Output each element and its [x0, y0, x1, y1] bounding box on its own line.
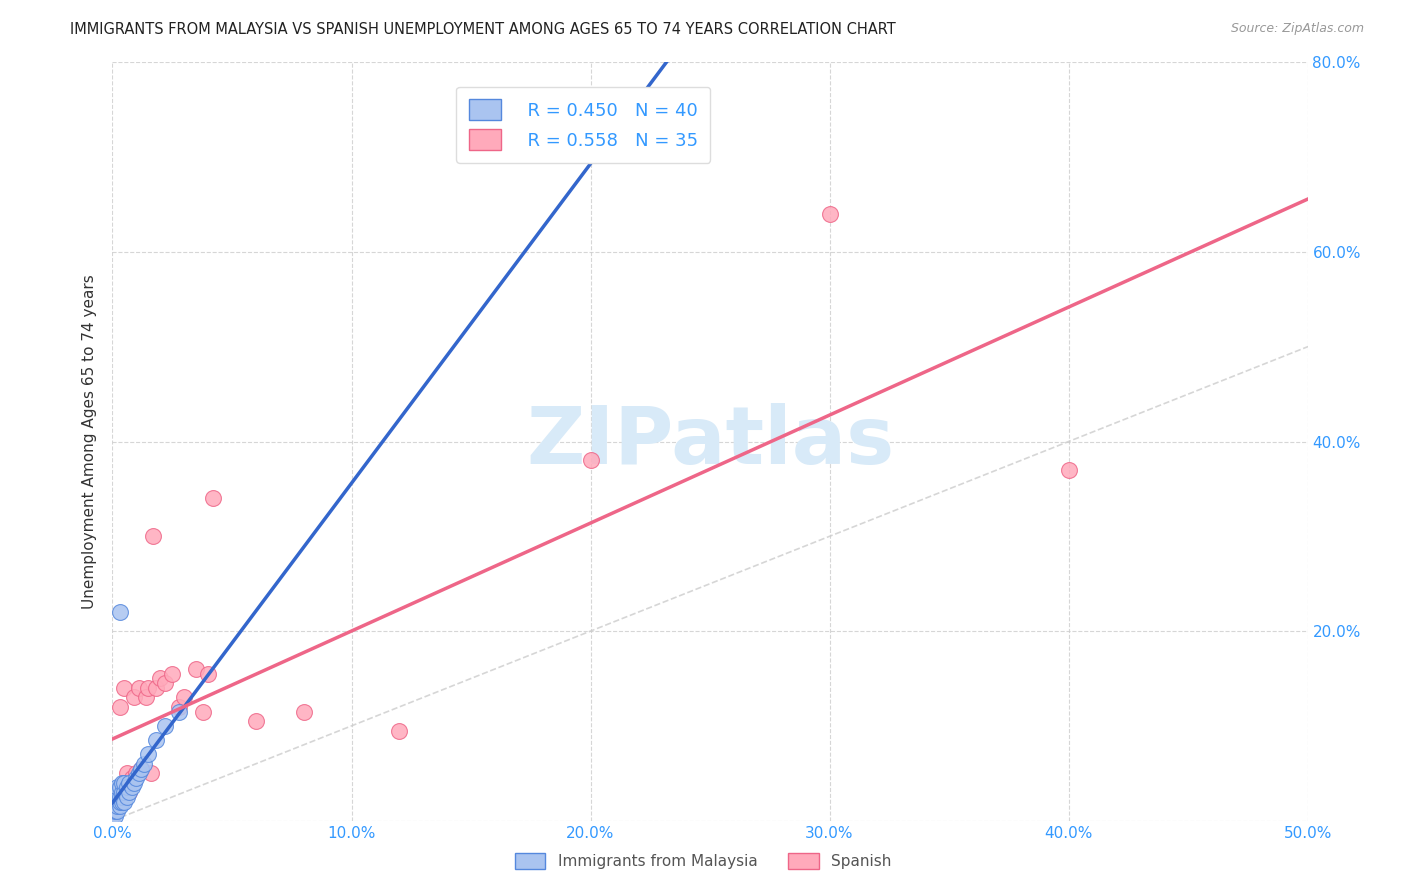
Text: Source: ZipAtlas.com: Source: ZipAtlas.com	[1230, 22, 1364, 36]
Point	[121, 780, 143, 795]
Point	[115, 780, 138, 795]
Point	[145, 681, 167, 695]
Point	[169, 699, 191, 714]
Point	[105, 785, 128, 799]
Point	[125, 766, 148, 780]
Point	[105, 799, 128, 814]
Point	[245, 714, 267, 728]
Point	[104, 789, 127, 804]
Point	[186, 662, 208, 676]
Point	[104, 809, 127, 823]
Point	[101, 809, 124, 823]
Point	[104, 795, 127, 809]
Point	[169, 705, 191, 719]
Point	[115, 789, 138, 804]
Point	[135, 690, 157, 705]
Point	[111, 785, 134, 799]
Point	[139, 766, 162, 780]
Point	[108, 789, 131, 804]
Point	[111, 789, 134, 804]
Point	[114, 776, 135, 790]
Point	[118, 785, 141, 799]
Point	[122, 690, 145, 705]
Point	[101, 809, 124, 823]
Point	[122, 776, 145, 790]
Point	[108, 799, 131, 814]
Point	[118, 776, 141, 790]
Point	[142, 529, 165, 543]
Point	[388, 723, 411, 738]
Point	[132, 756, 155, 771]
Point	[125, 771, 148, 785]
Text: ZIPatlas: ZIPatlas	[526, 402, 894, 481]
Point	[108, 699, 131, 714]
Point	[145, 733, 167, 747]
Point	[104, 804, 127, 818]
Point	[114, 776, 135, 790]
Point	[818, 207, 841, 221]
Point	[197, 666, 219, 681]
Point	[118, 785, 141, 799]
Point	[193, 705, 215, 719]
Y-axis label: Unemployment Among Ages 65 to 74 years: Unemployment Among Ages 65 to 74 years	[82, 274, 97, 609]
Point	[114, 795, 135, 809]
Point	[105, 804, 128, 818]
Point	[114, 785, 135, 799]
Point	[101, 795, 124, 809]
Point	[153, 719, 176, 733]
Point	[101, 799, 124, 814]
Point	[162, 666, 183, 681]
Point	[115, 766, 138, 780]
Point	[108, 780, 131, 795]
Point	[149, 672, 172, 686]
Point	[101, 814, 124, 828]
Point	[105, 789, 128, 804]
Point	[138, 681, 160, 695]
Point	[128, 681, 150, 695]
Point	[104, 795, 127, 809]
Point	[108, 605, 131, 619]
Point	[129, 762, 152, 776]
Point	[108, 785, 131, 799]
Point	[292, 705, 315, 719]
Legend:   R = 0.450   N = 40,   R = 0.558   N = 35: R = 0.450 N = 40, R = 0.558 N = 35	[456, 87, 710, 162]
Point	[138, 747, 160, 762]
Point	[114, 681, 135, 695]
Point	[108, 795, 131, 809]
Point	[111, 795, 134, 809]
Point	[129, 762, 152, 776]
Point	[579, 453, 602, 467]
Point	[111, 776, 134, 790]
Point	[111, 789, 134, 804]
Point	[1057, 463, 1080, 477]
Point	[101, 785, 124, 799]
Text: IMMIGRANTS FROM MALAYSIA VS SPANISH UNEMPLOYMENT AMONG AGES 65 TO 74 YEARS CORRE: IMMIGRANTS FROM MALAYSIA VS SPANISH UNEM…	[70, 22, 896, 37]
Point	[201, 491, 224, 506]
Point	[121, 771, 143, 785]
Point	[101, 804, 124, 818]
Legend: Immigrants from Malaysia, Spanish: Immigrants from Malaysia, Spanish	[509, 847, 897, 875]
Point	[173, 690, 195, 705]
Point	[153, 676, 176, 690]
Point	[128, 766, 150, 780]
Point	[105, 780, 128, 795]
